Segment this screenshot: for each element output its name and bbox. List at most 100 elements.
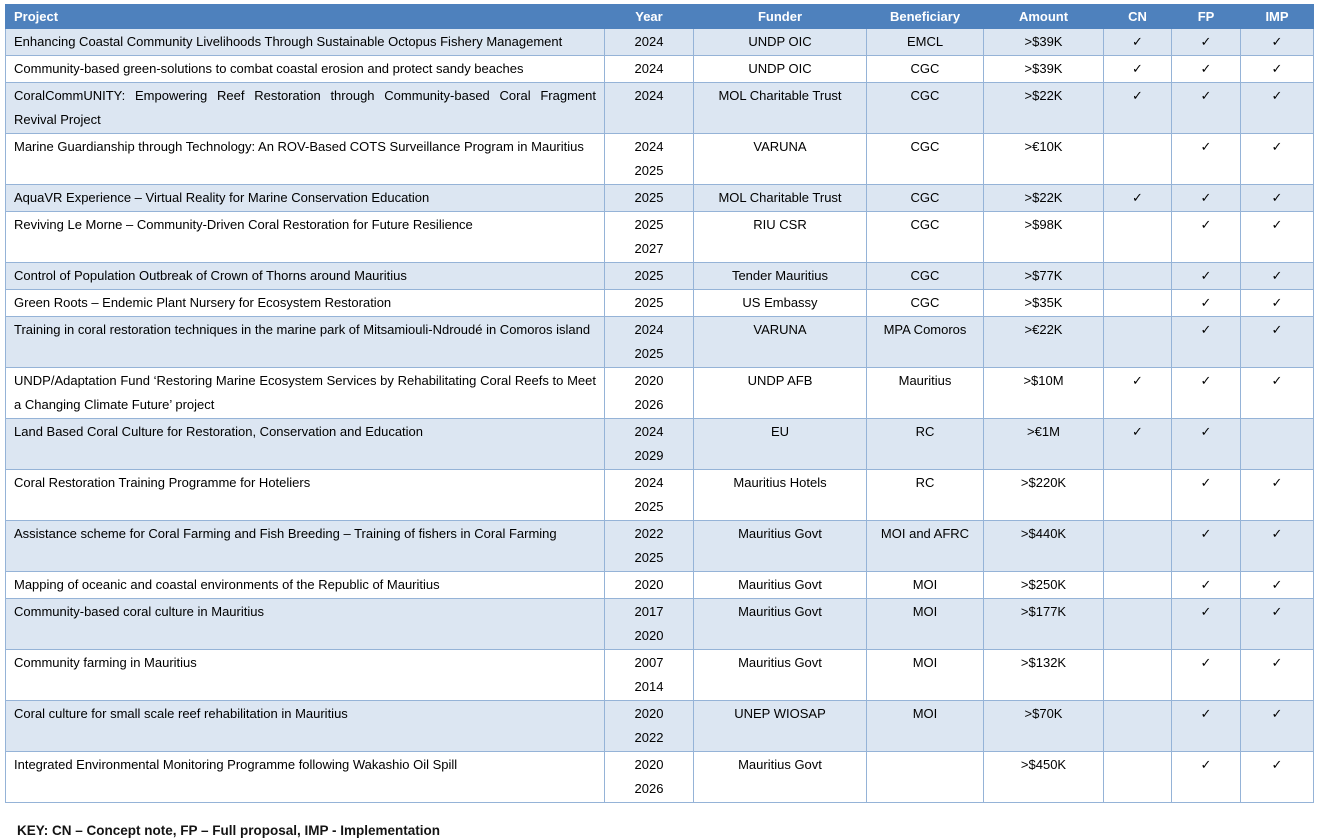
beneficiary-cell: CGC [866,82,984,134]
fp-check-cell: ✓ [1171,28,1241,56]
column-header-cn: CN [1103,4,1172,29]
year-line: 2020 [634,628,664,643]
funder-cell: Mauritius Govt [693,571,867,599]
fp-check-cell: ✓ [1171,82,1241,134]
beneficiary-cell: RC [866,418,984,470]
cn-check-cell [1103,700,1172,752]
funder-cell: US Embassy [693,289,867,317]
year-line: 2029 [634,448,664,463]
funder-cell: UNDP OIC [693,28,867,56]
beneficiary-cell: Mauritius [866,367,984,419]
year-cell: 2022 2025 [604,520,694,572]
year-cell: 2025 [604,289,694,317]
year-cell: 2024 2025 [604,133,694,185]
imp-check-cell: ✓ [1240,262,1314,290]
imp-check-cell: ✓ [1240,211,1314,263]
year-cell: 2017 2020 [604,598,694,650]
year-cell: 2024 [604,28,694,56]
year-line: 2024 [634,139,664,154]
fp-check-cell: ✓ [1171,55,1241,83]
project-cell: Community-based coral culture in Mauriti… [5,598,605,650]
year-line: 2024 [634,475,664,490]
imp-check-cell: ✓ [1240,82,1314,134]
cn-check-cell [1103,211,1172,263]
cn-check-cell [1103,520,1172,572]
cn-check-cell [1103,133,1172,185]
year-line: 2025 [634,295,664,310]
fp-check-cell: ✓ [1171,262,1241,290]
beneficiary-cell: MOI [866,700,984,752]
beneficiary-cell: CGC [866,55,984,83]
funder-cell: Mauritius Govt [693,649,867,701]
amount-cell: >$132K [983,649,1104,701]
year-line: 2026 [634,397,664,412]
amount-cell: >$98K [983,211,1104,263]
column-header-year: Year [604,4,694,29]
beneficiary-cell: CGC [866,289,984,317]
cn-check-cell [1103,571,1172,599]
amount-cell: >$450K [983,751,1104,803]
imp-check-cell: ✓ [1240,571,1314,599]
imp-check-cell [1240,418,1314,470]
table-row: AquaVR Experience – Virtual Reality for … [5,184,1314,212]
year-cell: 2024 [604,55,694,83]
beneficiary-cell [866,751,984,803]
amount-cell: >$22K [983,82,1104,134]
cn-check-cell: ✓ [1103,367,1172,419]
cn-check-cell [1103,262,1172,290]
year-cell: 2020 2022 [604,700,694,752]
cn-check-cell [1103,289,1172,317]
project-cell: Marine Guardianship through Technology: … [5,133,605,185]
table-row: Coral Restoration Training Programme for… [5,469,1314,521]
funder-cell: EU [693,418,867,470]
fp-check-cell: ✓ [1171,469,1241,521]
year-line: 2022 [634,730,664,745]
table-header-row: Project Year Funder Beneficiary Amount C… [5,4,1314,29]
funder-cell: VARUNA [693,133,867,185]
amount-cell: >$77K [983,262,1104,290]
year-line: 2007 [634,655,664,670]
project-cell: Integrated Environmental Monitoring Prog… [5,751,605,803]
amount-cell: >$35K [983,289,1104,317]
beneficiary-cell: RC [866,469,984,521]
table-row: Community-based coral culture in Mauriti… [5,598,1314,650]
funder-cell: RIU CSR [693,211,867,263]
cn-check-cell: ✓ [1103,82,1172,134]
imp-check-cell: ✓ [1240,367,1314,419]
project-cell: Community farming in Mauritius [5,649,605,701]
project-cell: Coral Restoration Training Programme for… [5,469,605,521]
table-row: Mapping of oceanic and coastal environme… [5,571,1314,599]
table-row: Community farming in Mauritius 2007 2014 Ma… [5,649,1314,701]
year-cell: 2020 2026 [604,367,694,419]
funder-cell: Tender Mauritius [693,262,867,290]
year-cell: 2024 [604,82,694,134]
year-line: 2022 [634,526,664,541]
column-header-fp: FP [1171,4,1241,29]
amount-cell: >€1M [983,418,1104,470]
funder-cell: Mauritius Hotels [693,469,867,521]
year-cell: 2020 2026 [604,751,694,803]
imp-check-cell: ✓ [1240,55,1314,83]
project-cell: Training in coral restoration techniques… [5,316,605,368]
funder-cell: Mauritius Govt [693,520,867,572]
table-row: Land Based Coral Culture for Restoration… [5,418,1314,470]
imp-check-cell: ✓ [1240,700,1314,752]
beneficiary-cell: CGC [866,262,984,290]
amount-cell: >$10M [983,367,1104,419]
imp-check-cell: ✓ [1240,289,1314,317]
fp-check-cell: ✓ [1171,649,1241,701]
beneficiary-cell: CGC [866,211,984,263]
year-line: 2020 [634,577,664,592]
fp-check-cell: ✓ [1171,316,1241,368]
key-legend: KEY: CN – Concept note, FP – Full propos… [17,823,441,838]
year-cell: 2024 2025 [604,469,694,521]
funder-cell: MOL Charitable Trust [693,184,867,212]
imp-check-cell: ✓ [1240,520,1314,572]
fp-check-cell: ✓ [1171,367,1241,419]
cn-check-cell: ✓ [1103,418,1172,470]
project-cell: CoralCommUNITY: Empowering Reef Restorat… [5,82,605,134]
project-cell: Mapping of oceanic and coastal environme… [5,571,605,599]
year-line: 2020 [634,757,664,772]
year-line: 2024 [634,61,664,76]
year-cell: 2007 2014 [604,649,694,701]
